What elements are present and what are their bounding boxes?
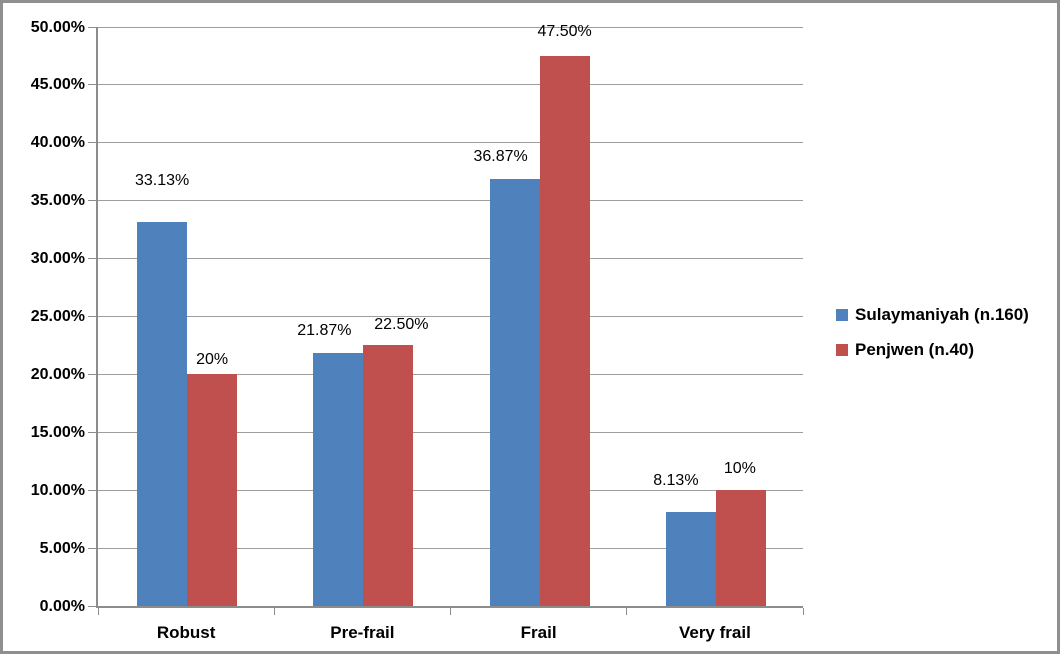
- y-axis-tick-label: 20.00%: [30, 365, 85, 383]
- gridline: [98, 258, 803, 260]
- y-axis-tick-label: 35.00%: [30, 192, 85, 210]
- y-axis-tick: [88, 489, 96, 491]
- bar-sulaymaniyah-n-160-frail: [489, 179, 540, 606]
- bar-sulaymaniyah-n-160-pre-frail: [313, 352, 364, 606]
- x-axis-tick: [802, 608, 804, 615]
- legend-item-penjwen: Penjwen (n.40): [836, 340, 1029, 359]
- bar-penjwen-n-40-frail: [539, 55, 590, 606]
- y-axis-tick-label: 50.00%: [30, 18, 85, 36]
- y-axis-tick-label: 5.00%: [39, 539, 85, 557]
- bar-value-label: 21.87%: [297, 321, 352, 339]
- bar-penjwen-n-40-very-frail: [715, 490, 766, 606]
- bar-value-label: 8.13%: [653, 471, 699, 489]
- plot-area: [88, 26, 804, 615]
- legend: Sulaymaniyah (n.160) Penjwen (n.40): [836, 305, 1029, 375]
- y-axis-tick: [88, 547, 96, 549]
- bar-penjwen-n-40-pre-frail: [363, 345, 414, 606]
- bar-penjwen-n-40-robust: [187, 374, 238, 606]
- y-axis-tick-label: 40.00%: [30, 134, 85, 152]
- gridline: [98, 547, 803, 549]
- bar-value-label: 33.13%: [134, 172, 190, 190]
- gridline: [98, 200, 803, 202]
- y-axis-tick: [88, 605, 96, 607]
- y-axis-tick: [88, 316, 96, 317]
- legend-swatch-sulaymaniyah-icon: [836, 308, 848, 321]
- legend-item-sulaymaniyah: Sulaymaniyah (n.160): [836, 305, 1029, 324]
- gridline: [98, 489, 803, 491]
- bar-value-label: 20%: [196, 351, 229, 369]
- y-axis-tick-label: 25.00%: [30, 308, 85, 325]
- y-axis-tick: [88, 200, 96, 202]
- y-axis-line: [96, 27, 98, 608]
- y-axis-tick: [88, 431, 96, 433]
- bar-sulaymaniyah-n-160-robust: [137, 222, 188, 606]
- legend-swatch-penjwen-icon: [836, 343, 848, 356]
- y-axis-tick-label: 0.00%: [39, 597, 85, 615]
- y-axis-tick-label: 15.00%: [30, 423, 85, 441]
- y-axis-tick: [88, 258, 96, 260]
- x-axis-line: [96, 606, 803, 608]
- y-axis-tick-label: 10.00%: [30, 481, 85, 499]
- x-axis-category-label: Robust: [156, 623, 216, 642]
- x-axis-tick: [450, 608, 451, 615]
- bar-value-label: 47.50%: [537, 22, 592, 40]
- gridline: [98, 84, 803, 86]
- gridline: [98, 142, 803, 144]
- x-axis-category-label: Pre-frail: [330, 623, 395, 642]
- gridline: [98, 26, 803, 28]
- y-axis-tick: [88, 26, 96, 28]
- gridline: [98, 316, 803, 317]
- x-axis-tick: [97, 608, 99, 615]
- x-axis-tick: [626, 608, 628, 615]
- bar-value-label: 10%: [723, 460, 756, 478]
- gridline: [98, 431, 803, 433]
- legend-label-penjwen: Penjwen (n.40): [855, 340, 975, 359]
- y-axis-tick-label: 30.00%: [30, 250, 85, 268]
- y-axis-tick: [88, 373, 96, 375]
- y-axis-tick: [88, 142, 96, 144]
- gridline: [98, 373, 803, 375]
- bar-sulaymaniyah-n-160-very-frail: [665, 511, 716, 606]
- y-axis-tick: [88, 84, 96, 86]
- bar-value-label: 36.87%: [473, 148, 528, 166]
- legend-label-sulaymaniyah: Sulaymaniyah (n.160): [855, 305, 1029, 324]
- x-axis-category-label: Very frail: [678, 623, 751, 642]
- y-axis-tick-label: 45.00%: [30, 76, 85, 94]
- x-axis-category-label: Frail: [520, 623, 557, 642]
- bar-value-label: 22.50%: [374, 316, 429, 334]
- x-axis-tick: [273, 608, 275, 615]
